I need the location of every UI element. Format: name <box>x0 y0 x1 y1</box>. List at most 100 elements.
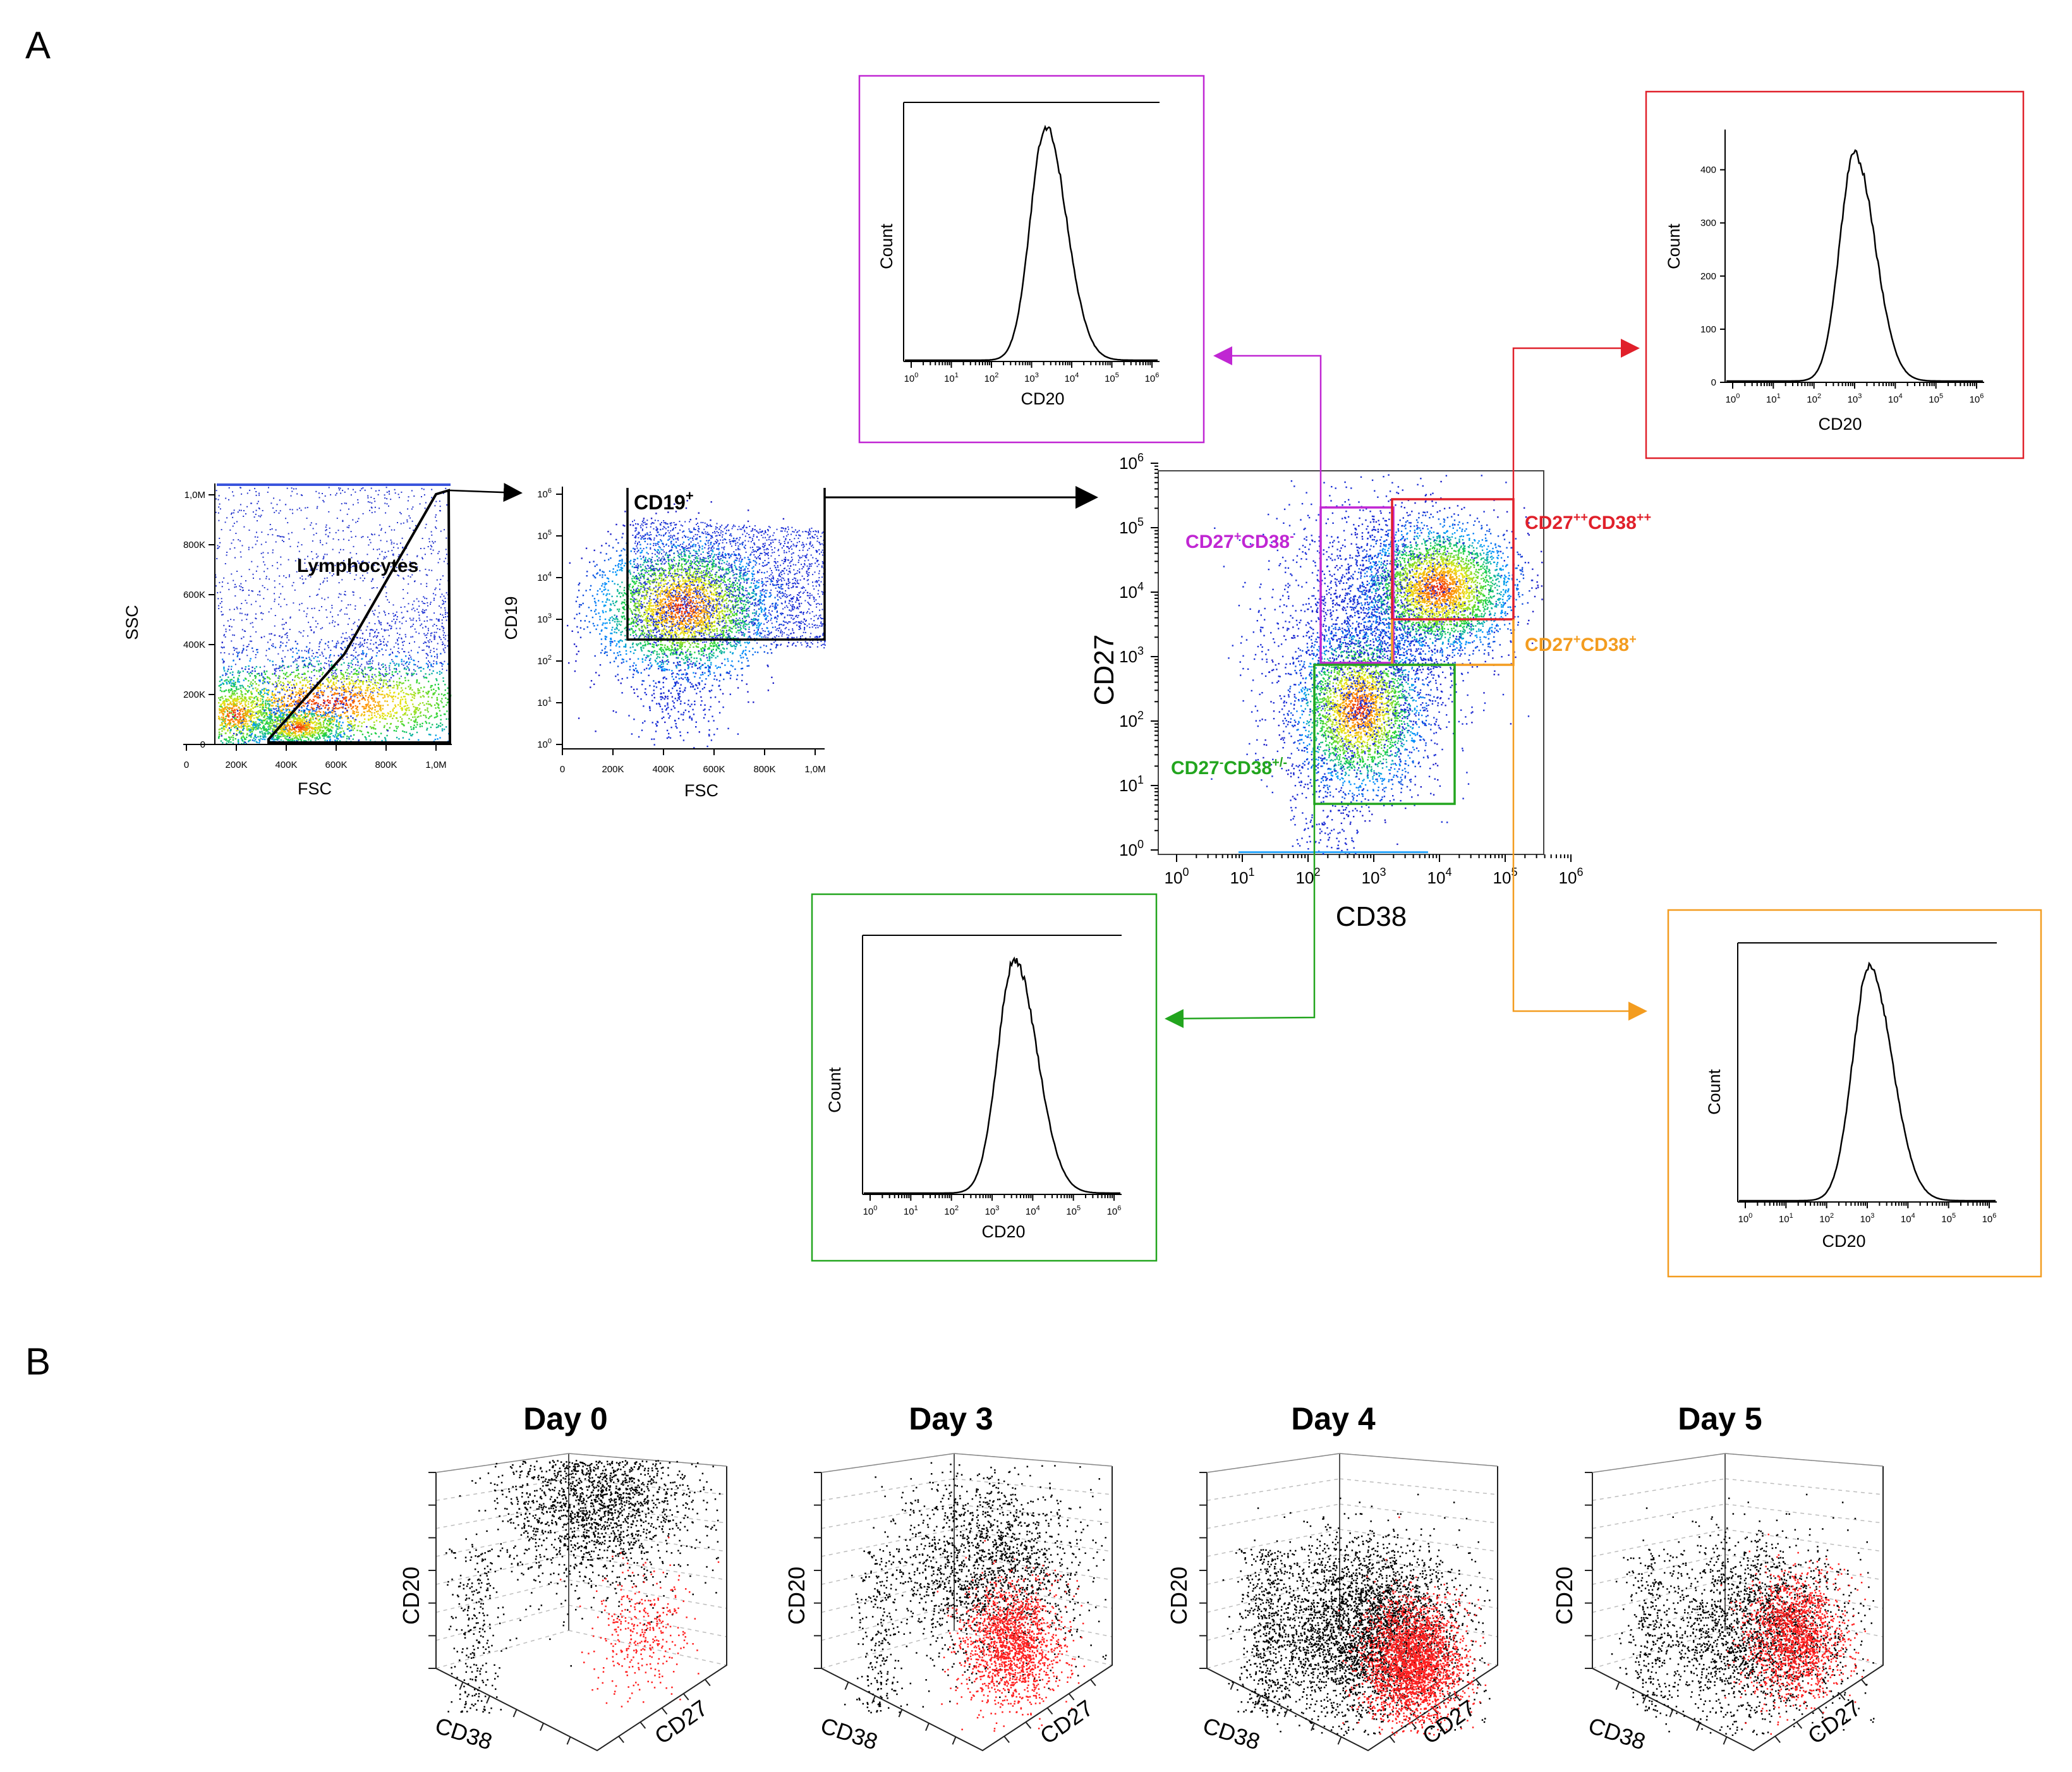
day-0-plot: Day 0 CD38 CD27 CD20 <box>398 1401 727 1755</box>
gate-green-label: CD27-CD38+/- <box>1171 756 1287 779</box>
day-4-plot: Day 4 CD38 CD27 CD20 <box>1166 1401 1498 1755</box>
histogram-purple-frame <box>859 76 1204 442</box>
lymph-x-tick: 0 <box>184 760 189 770</box>
cd19-y-tick: 105 <box>537 529 552 542</box>
hist-x-tick: 104 <box>1888 392 1903 405</box>
hist-x-tick: 100 <box>904 372 919 384</box>
hist-y-tick: 400 <box>1700 165 1716 176</box>
lymph-y-tick: 1,0M <box>185 490 205 501</box>
lymphocyte-scatter <box>215 483 451 744</box>
histogram-green-x-label: CD20 <box>981 1222 1025 1241</box>
main-x-tick: 101 <box>1230 866 1255 887</box>
main-y-tick: 101 <box>1119 774 1144 795</box>
cd19-x-label: FSC <box>684 781 718 800</box>
lymph-x-tick: 800K <box>375 760 397 770</box>
cd19-ticks: 0 200K 400K 600K 800K 1,0M1001011021031041051… <box>537 487 825 775</box>
lymph-y-tick: 600K <box>183 590 205 600</box>
hist-x-tick: 103 <box>1848 392 1862 405</box>
day-3-plot: Day 3 CD38 CD27 CD20 <box>784 1401 1112 1755</box>
lymph-y-tick: 800K <box>183 540 205 550</box>
day-0-y-label: CD20 <box>398 1567 424 1625</box>
main-x-tick: 106 <box>1559 866 1584 887</box>
day-5-y-label: CD20 <box>1551 1567 1577 1625</box>
lymph-y-tick: 0 <box>200 739 205 750</box>
lymph-y-label: SSC <box>123 605 142 640</box>
main-y-tick: 103 <box>1119 645 1144 666</box>
day-5-z-label: CD27 <box>1803 1695 1865 1749</box>
lymph-y-tick: 400K <box>183 640 205 650</box>
main-y-tick: 105 <box>1119 516 1144 537</box>
main-x-tick: 104 <box>1427 866 1452 887</box>
hist-x-tick: 103 <box>1024 372 1039 384</box>
hist-x-tick: 105 <box>1105 372 1119 384</box>
day-5-plot: Day 5 CD38 CD27 CD20 <box>1551 1401 1883 1755</box>
hist-x-tick: 101 <box>904 1205 918 1217</box>
hist-x-tick: 101 <box>1766 392 1781 405</box>
histogram-orange: CD20 Count 100 101 102 103 104 105 106 <box>1668 910 2041 1277</box>
day-3-x-label: CD38 <box>818 1712 881 1754</box>
gate-red-label: CD27++CD38++ <box>1525 511 1651 533</box>
cd19-y-tick: 103 <box>537 612 552 625</box>
day-0-x-label: CD38 <box>432 1712 495 1754</box>
lymph-x-tick: 200K <box>225 760 247 770</box>
histogram-purple: CD20 Count 100 101 102 103 104 105 106 <box>859 76 1204 442</box>
gate-purple-label: CD27+CD38- <box>1185 530 1294 552</box>
day-5-x-label: CD38 <box>1585 1712 1649 1754</box>
histogram-red: CD20 Count 100 101 102 103 104 105 10601002003… <box>1646 92 2023 458</box>
hist-x-tick: 100 <box>1738 1212 1753 1225</box>
arrow-green <box>1168 804 1314 1019</box>
hist-x-tick: 103 <box>985 1205 1000 1217</box>
cd19-x-tick: 200K <box>602 764 624 775</box>
hist-x-tick: 104 <box>1065 372 1079 384</box>
day-3-y-label: CD20 <box>784 1567 809 1625</box>
hist-curve <box>905 127 1158 360</box>
hist-x-tick: 102 <box>944 1205 959 1217</box>
histogram-orange-y-label: Count <box>1705 1069 1724 1115</box>
hist-x-tick: 105 <box>1941 1212 1956 1225</box>
hist-x-tick: 100 <box>1726 392 1740 405</box>
panel-label-a: A <box>25 24 51 66</box>
day-4-y-label: CD20 <box>1166 1567 1192 1625</box>
hist-x-tick: 100 <box>863 1205 878 1217</box>
lymph-x-tick: 1,0M <box>425 760 446 770</box>
hist-curve <box>1726 150 1983 381</box>
day-4-title: Day 4 <box>1291 1401 1376 1436</box>
cd19-x-tick: 800K <box>753 764 775 775</box>
histogram-purple-x-label: CD20 <box>1021 389 1064 408</box>
cd19-y-label: CD19 <box>502 596 521 640</box>
hist-x-tick: 102 <box>985 372 999 384</box>
cd19-x-tick: 0 <box>560 764 565 775</box>
lymph-x-tick: 600K <box>325 760 347 770</box>
cd19-y-tick: 100 <box>537 737 552 750</box>
main-x-label: CD38 <box>1336 901 1407 932</box>
day-3-title: Day 3 <box>909 1401 993 1436</box>
main-y-label: CD27 <box>1089 634 1120 706</box>
cd19-y-tick: 106 <box>537 487 552 500</box>
arrow-lymph-to-cd19 <box>450 490 519 493</box>
hist-x-tick: 106 <box>1145 372 1160 384</box>
hist-y-tick: 100 <box>1700 324 1716 335</box>
cd19-y-tick: 104 <box>537 571 552 583</box>
histogram-green-frame <box>812 894 1156 1261</box>
cd19-y-tick: 101 <box>537 696 552 708</box>
histogram-green-y-label: Count <box>825 1067 844 1113</box>
lymphocyte-plot: 0 200K 400K 600K 800K 1,0M0200K400K600K800K1,… <box>123 483 519 798</box>
main-x-tick: 103 <box>1362 866 1386 887</box>
gate-purple <box>1321 507 1393 663</box>
cd19-x-tick: 600K <box>703 764 725 775</box>
lymph-x-tick: 400K <box>275 760 297 770</box>
day-5-title: Day 5 <box>1678 1401 1762 1436</box>
main-y-tick: 100 <box>1119 838 1144 859</box>
histogram-orange-x-label: CD20 <box>1822 1232 1865 1251</box>
cd19-plot: 0 200K 400K 600K 800K 1,0M1001011021031041051… <box>502 487 1094 800</box>
arrow-orange <box>1513 665 1644 1011</box>
gate-orange-label: CD27+CD38+ <box>1525 633 1637 655</box>
hist-x-tick: 102 <box>1819 1212 1834 1225</box>
lymphocyte-gate-label: Lymphocytes <box>297 555 418 576</box>
hist-x-tick: 105 <box>1929 392 1943 405</box>
cd19-scatter <box>567 500 826 749</box>
hist-x-tick: 106 <box>1982 1212 1997 1225</box>
main-x-tick: 102 <box>1296 866 1321 887</box>
hist-y-tick: 300 <box>1700 218 1716 229</box>
hist-y-tick: 200 <box>1700 271 1716 282</box>
